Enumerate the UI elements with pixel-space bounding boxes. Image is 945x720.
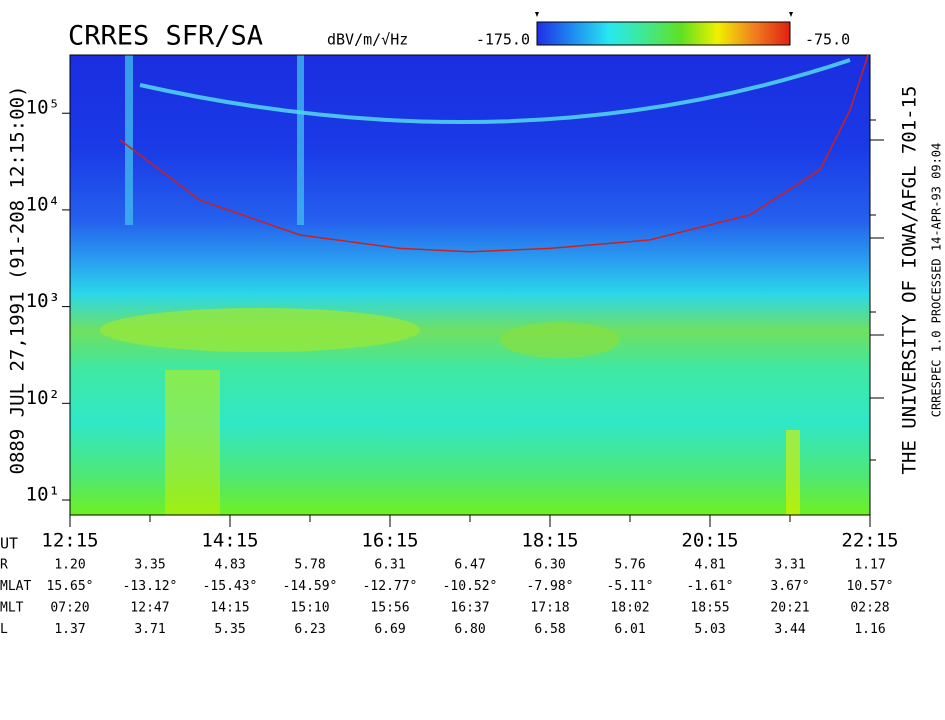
ephemeris-value: 1.20 [54, 558, 85, 573]
ephemeris-value: -15.43° [203, 579, 258, 594]
ephemeris-value: 6.58 [534, 622, 565, 637]
ephemeris-value: -10.52° [443, 579, 498, 594]
colorbar-tick-label: -75.0 [805, 31, 850, 49]
ephemeris-value: 15:10 [290, 601, 329, 616]
colorbar-marker [535, 12, 793, 17]
ephemeris-value: -13.12° [123, 579, 178, 594]
ephemeris-value: 3.71 [134, 622, 165, 637]
ephemeris-value: 10.57° [847, 579, 894, 594]
y-tick-label: 10¹ [26, 484, 60, 506]
ephemeris-value: 15.65° [47, 579, 94, 594]
ephemeris-label: R [0, 558, 8, 573]
ephemeris-value: 5.03 [694, 622, 725, 637]
ephemeris-value: 02:28 [850, 601, 889, 616]
ephemeris-value: 1.17 [854, 558, 885, 573]
ephemeris-label: MLT [0, 601, 24, 616]
ephemeris-value: -1.61° [687, 579, 734, 594]
chart-title: CRRES SFR/SA [68, 21, 263, 52]
ephemeris-label: UT [0, 535, 18, 553]
x-tick-label: 16:15 [361, 530, 418, 552]
x-tick-label: 22:15 [841, 530, 898, 552]
ephemeris-value: 15:56 [370, 601, 409, 616]
y-tick-label: 10⁵ [26, 97, 60, 119]
curve [119, 54, 869, 253]
ephemeris-value: -5.11° [607, 579, 654, 594]
right-label: THE UNIVERSITY OF IOWA/AFGL 701-15 [899, 86, 921, 475]
ephemeris-value: 14:15 [210, 601, 249, 616]
left-label: 0889 JUL 27,1991 (91-208 12:15:00) [7, 86, 29, 475]
ephemeris-value: 6.01 [614, 622, 645, 637]
ephemeris-value: 6.69 [374, 622, 405, 637]
y-tick-label: 10³ [26, 290, 60, 312]
colorbar-label: dBV/m/√Hz [327, 31, 408, 49]
ephemeris-value: 20:21 [770, 601, 809, 616]
right-small-label: CRRESPEC 1.0 PROCESSED 14-APR-93 09:04 [930, 143, 944, 418]
ephemeris-value: 18:55 [690, 601, 729, 616]
x-tick-label: 14:15 [201, 530, 258, 552]
ephemeris-value: 6.80 [454, 622, 485, 637]
ephemeris-value: 5.76 [614, 558, 645, 573]
ephemeris-value: 4.83 [214, 558, 245, 573]
x-tick-label: 18:15 [521, 530, 578, 552]
x-tick-label: 12:15 [41, 530, 98, 552]
ephemeris-value: 4.81 [694, 558, 725, 573]
ephemeris-value: 6.30 [534, 558, 565, 573]
right-axis-ticks [870, 119, 884, 461]
ephemeris-value: 5.35 [214, 622, 245, 637]
ephemeris-value: -14.59° [283, 579, 338, 594]
ephemeris-value: 3.44 [774, 622, 805, 637]
ephemeris-value: 6.47 [454, 558, 485, 573]
ephemeris-value: 3.67° [770, 579, 809, 594]
ephemeris-value: 18:02 [610, 601, 649, 616]
ephemeris-value: 1.16 [854, 622, 885, 637]
ephemeris-label: MLAT [0, 579, 31, 594]
x-tick-label: 20:15 [681, 530, 738, 552]
ephemeris-label: L [0, 622, 8, 637]
ephemeris-value: 1.37 [54, 622, 85, 637]
ephemeris-value: 16:37 [450, 601, 489, 616]
ephemeris-value: 17:18 [530, 601, 569, 616]
colorbar [536, 21, 791, 46]
ephemeris-value: 12:47 [130, 601, 169, 616]
ephemeris-value: 6.23 [294, 622, 325, 637]
ephemeris-value: 3.31 [774, 558, 805, 573]
ephemeris-value: 6.31 [374, 558, 405, 573]
ephemeris-value: 07:20 [50, 601, 89, 616]
y-tick-label: 10² [26, 387, 60, 409]
ephemeris-value: 3.35 [134, 558, 165, 573]
ephemeris-value: 5.78 [294, 558, 325, 573]
ephemeris-value: -12.77° [363, 579, 418, 594]
spectrogram [70, 55, 870, 515]
colorbar-tick-label: -175.0 [476, 31, 530, 49]
y-tick-label: 10⁴ [26, 193, 60, 215]
ephemeris-value: -7.98° [527, 579, 574, 594]
